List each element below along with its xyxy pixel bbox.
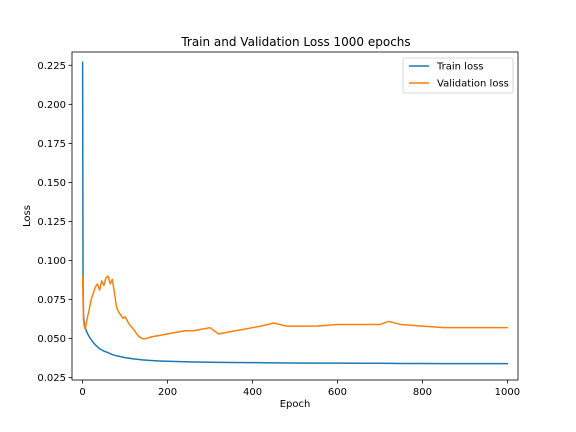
legend-label-validation: Validation loss <box>437 79 509 90</box>
y-tick-label: 0.175 <box>37 139 66 150</box>
legend-label-train: Train loss <box>436 62 484 73</box>
y-tick-label: 0.100 <box>37 256 66 267</box>
x-tick-label: 600 <box>328 387 347 398</box>
x-axis-ticks: 0 200 400 600 800 1000 <box>79 380 520 398</box>
plot-frame <box>71 51 519 381</box>
validation-loss-line <box>81 275 509 340</box>
legend-box <box>402 57 514 94</box>
x-tick-label: 400 <box>243 387 262 398</box>
y-tick-label: 0.225 <box>37 61 66 72</box>
y-tick-label: 0.050 <box>37 334 66 345</box>
chart-title: Train and Validation Loss 1000 epochs <box>180 35 410 49</box>
y-tick-label: 0.025 <box>37 373 66 384</box>
y-axis-label: Loss <box>22 205 33 227</box>
train-loss-line <box>81 61 509 365</box>
x-axis-label: Epoch <box>280 399 311 410</box>
y-tick-label: 0.150 <box>37 178 66 189</box>
y-tick-label: 0.075 <box>37 295 66 306</box>
y-tick-label: 0.200 <box>37 100 66 111</box>
legend: Train loss Validation loss <box>402 57 514 94</box>
x-tick-label: 0 <box>79 387 85 398</box>
y-tick-label: 0.125 <box>37 217 66 228</box>
y-axis-ticks: 0.025 0.050 0.075 0.100 0.125 0.150 0.175 0.200… <box>37 61 72 384</box>
series-layer <box>81 61 509 365</box>
x-tick-label: 200 <box>158 387 177 398</box>
x-tick-label: 800 <box>413 387 432 398</box>
x-tick-label: 1000 <box>495 387 520 398</box>
